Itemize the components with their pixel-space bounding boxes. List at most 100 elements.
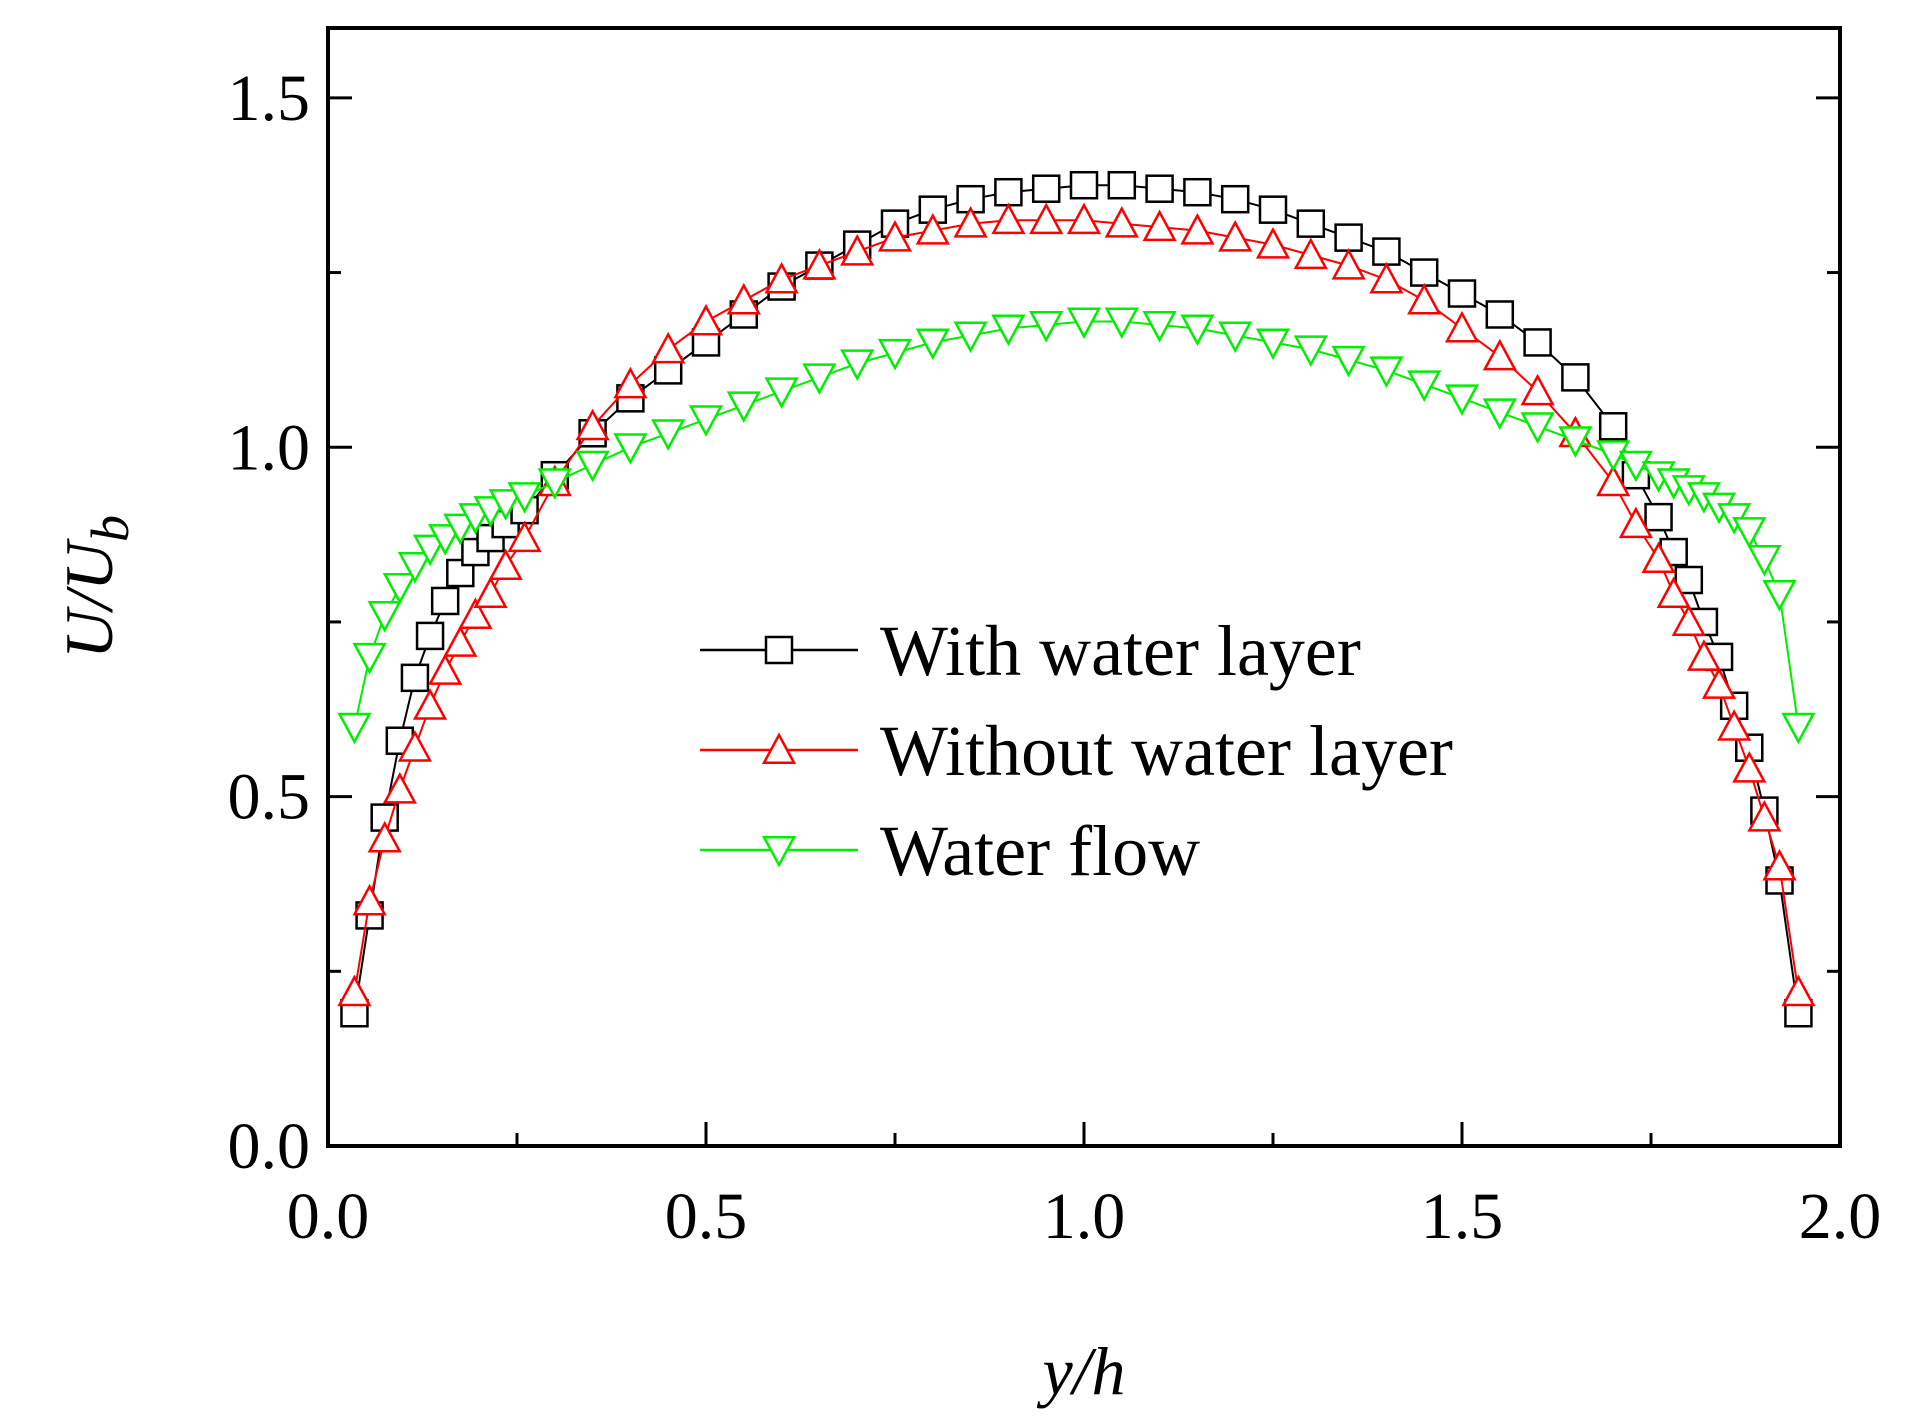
x-tick-label: 0.5: [665, 1180, 748, 1253]
data-point: [1255, 328, 1291, 361]
data-point: [1180, 314, 1215, 347]
data-point: [1369, 356, 1404, 389]
axes: [326, 26, 1842, 1148]
data-point: [367, 600, 402, 633]
legend-entry-1: Without water layer: [700, 711, 1453, 791]
data-point: [953, 321, 988, 354]
data-point: [1598, 412, 1628, 441]
data-point: [1293, 237, 1328, 270]
data-point: [507, 482, 542, 514]
data-point: [1644, 502, 1673, 532]
data-point: [991, 314, 1026, 347]
data-point: [1596, 440, 1631, 472]
data-point: [367, 820, 402, 853]
data-point: [1523, 328, 1552, 357]
data-series: [337, 170, 1816, 1028]
data-point: [1334, 223, 1363, 252]
data-point: [877, 219, 913, 252]
data-point: [1107, 170, 1137, 200]
y-tick-label: 0.0: [228, 1110, 311, 1183]
data-point: [613, 433, 648, 465]
data-point: [537, 468, 572, 500]
data-point: [726, 391, 761, 423]
data-point: [458, 597, 493, 629]
axis-labels: 0.0 0.5 1.0 1.5 2.0 0.0 0.5 1.0 1.5 y/h U/Ub: [51, 62, 1881, 1409]
data-point: [840, 349, 875, 382]
data-point: [1142, 209, 1177, 242]
data-point: [337, 712, 372, 745]
data-point: [764, 377, 799, 409]
data-point: [1409, 258, 1439, 287]
data-point: [1558, 426, 1593, 458]
legend-entry-2: Water flow: [700, 811, 1200, 891]
data-point: [688, 405, 724, 437]
data-point: [1369, 261, 1404, 294]
data-point: [1520, 412, 1555, 444]
data-point: [1066, 202, 1102, 235]
data-point: [1656, 576, 1691, 608]
series-1: [337, 202, 1816, 1007]
data-point: [1218, 321, 1253, 354]
series-2: [337, 307, 1816, 745]
data-point: [488, 548, 523, 581]
data-point: [1482, 338, 1517, 371]
data-point: [1331, 345, 1366, 378]
data-point: [1701, 667, 1737, 699]
data-point: [1029, 310, 1064, 343]
data-point: [1372, 237, 1401, 266]
data-point: [991, 202, 1026, 235]
y-axis-title-subscript: b: [80, 515, 140, 542]
series-0: [340, 170, 1813, 1028]
data-point: [428, 524, 463, 556]
data-point: [1444, 310, 1480, 343]
data-point: [473, 576, 508, 608]
data-point: [443, 625, 478, 657]
data-point: [1218, 219, 1253, 252]
data-point: [1618, 450, 1653, 483]
legend-marker: [761, 836, 797, 868]
data-point: [1485, 300, 1515, 329]
y-axis-title: U/Ub: [51, 515, 140, 659]
data-point: [953, 206, 988, 238]
legend-label: With water layer: [880, 611, 1361, 691]
data-point: [1258, 195, 1288, 224]
data-point: [726, 282, 761, 315]
data-point: [1732, 751, 1767, 783]
data-point: [1066, 307, 1102, 340]
data-point: [1762, 579, 1797, 612]
data-point: [415, 621, 445, 651]
x-tick-label: 0.0: [287, 1180, 370, 1253]
data-point: [382, 573, 417, 605]
data-point: [1762, 848, 1797, 881]
data-point: [1747, 799, 1782, 832]
data-point: [1482, 398, 1517, 430]
data-point: [1686, 639, 1722, 671]
data-point: [488, 489, 523, 521]
data-point: [915, 213, 950, 245]
data-point: [1331, 247, 1366, 280]
data-point: [1747, 545, 1782, 577]
legend-label: Water flow: [880, 811, 1200, 891]
data-point: [1407, 370, 1442, 402]
data-point: [1293, 335, 1328, 368]
data-point: [651, 419, 686, 451]
legend: With water layer Without water layer Water…: [700, 611, 1453, 891]
y-tick-label: 1.0: [228, 411, 311, 484]
data-point: [688, 303, 724, 336]
y-axis-title-main: U/U: [51, 538, 127, 659]
data-point: [915, 328, 950, 361]
data-point: [1781, 712, 1816, 745]
x-tick-label: 2.0: [1799, 1180, 1882, 1253]
data-point: [575, 408, 610, 441]
data-point: [1407, 282, 1442, 315]
data-point: [575, 450, 610, 483]
data-point: [1671, 604, 1706, 636]
data-point: [412, 534, 448, 567]
data-point: [1296, 209, 1326, 238]
data-point: [1145, 174, 1174, 203]
data-point: [1596, 464, 1631, 497]
legend-label: Without water layer: [880, 711, 1453, 791]
data-point: [1561, 363, 1590, 392]
data-point: [1732, 517, 1767, 549]
data-point: [994, 177, 1023, 207]
